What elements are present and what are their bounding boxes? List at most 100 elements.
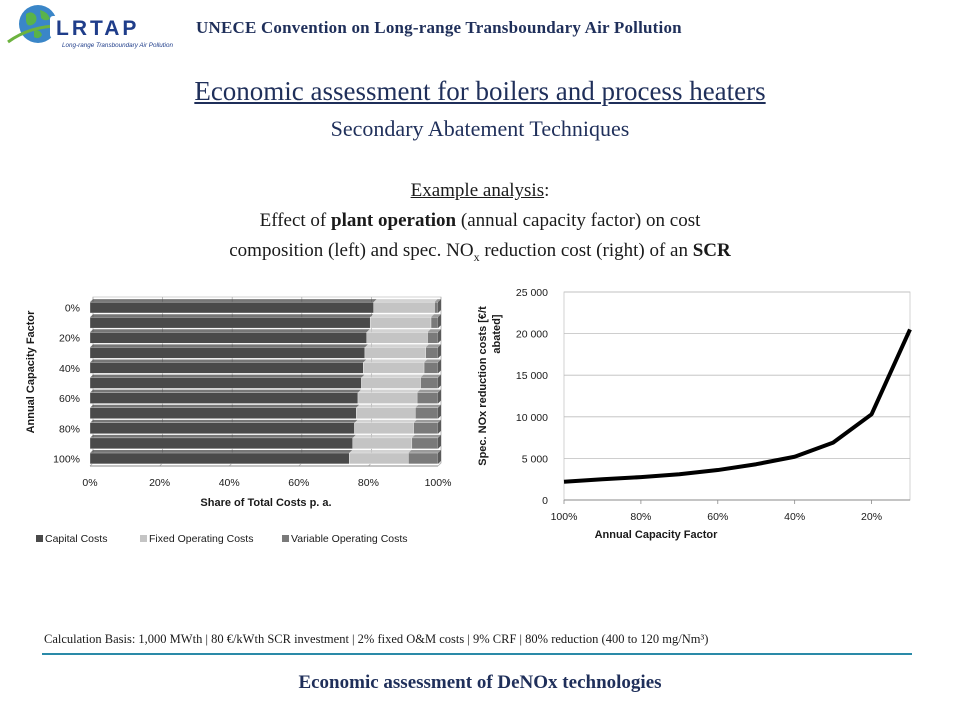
left-bar-segment [423, 362, 439, 374]
org-title: UNECE Convention on Long-range Transboun… [196, 18, 682, 37]
intro-colon: : [544, 180, 550, 201]
left-bar-top [370, 314, 435, 318]
left-x-tick-label: 0% [82, 477, 97, 489]
left-bar-side [438, 389, 441, 404]
left-bar-segment [357, 392, 418, 404]
left-bar-top [90, 314, 374, 318]
left-bar-top [349, 450, 412, 454]
left-chart-legend: Capital Costs Fixed Operating Costs Variab… [36, 533, 408, 545]
left-bar-segment [89, 301, 374, 314]
left-bar-top [356, 404, 419, 408]
intro-line-1: Example analysis: [0, 180, 960, 202]
left-bar-top [411, 434, 441, 438]
left-bar-segment [89, 377, 362, 389]
calculation-basis-note: Calculation Basis: 1,000 MWth | 80 €/kWt… [44, 632, 709, 646]
legend-label: Capital Costs [45, 533, 107, 545]
right-chart-ylabel: Spec. NOx reduction costs [€/t abated] [477, 306, 503, 466]
left-bar-side [438, 359, 441, 374]
left-bar-segment [427, 332, 439, 344]
left-bar-top [417, 389, 441, 393]
right-ylabel-line-1: Spec. NOx reduction costs [€/t [477, 306, 489, 466]
right-x-tick-label: 40% [784, 511, 805, 523]
left-bar-segment [413, 422, 439, 434]
legend-label: Variable Operating Costs [291, 533, 408, 545]
left-bar-segment [366, 332, 428, 344]
right-chart-xlabel: Annual Capacity Factor [595, 529, 719, 541]
left-bar-segment [415, 407, 439, 419]
left-bar-top [431, 314, 441, 318]
intro-example-label: Example analysis [410, 180, 545, 201]
legend-swatch [140, 535, 147, 542]
left-bar-segment [89, 407, 357, 419]
right-chart-y-ticks: 0 5 000 10 000 15 000 20 000 25 000 [516, 287, 548, 507]
left-bar-segment [89, 332, 367, 344]
right-chart-series [563, 328, 912, 484]
left-legend-item: Fixed Operating Costs [140, 533, 253, 545]
left-bar-segment [369, 317, 432, 329]
left-bar-top [90, 389, 361, 393]
intro-line-2: Effect of plant operation (annual capaci… [0, 210, 960, 232]
right-y-tick-label: 5 000 [522, 453, 548, 465]
right-x-tick-label: 60% [707, 511, 728, 523]
left-bar-segment [373, 301, 435, 314]
legend-swatch [36, 535, 43, 542]
left-bar-top [366, 329, 431, 333]
left-chart-ylabel: Annual Capacity Factor [25, 310, 37, 434]
left-chart-bars [89, 299, 441, 465]
intro-line-2-bold: plant operation [331, 210, 457, 231]
left-bar-segment [361, 377, 421, 389]
left-bar-segment [425, 347, 439, 359]
legend-swatch [282, 535, 289, 542]
left-bar-top [420, 374, 441, 378]
left-bar-top [90, 374, 365, 378]
left-bar-segment [356, 407, 416, 419]
left-bar-top [364, 344, 429, 348]
left-bar-side [438, 404, 441, 419]
intro-line-2-prefix: Effect of [259, 210, 332, 231]
left-bar-segment [89, 392, 359, 404]
left-bar-top [427, 329, 441, 333]
left-bar-top [354, 419, 417, 423]
footer-divider [42, 653, 912, 655]
reduction-cost-chart: 0 5 000 10 000 15 000 20 000 25 000 100% 80% 60… [477, 287, 912, 541]
left-bar-segment [89, 437, 353, 449]
logo-text: LRTAP [56, 17, 139, 40]
left-bar-top [373, 299, 438, 303]
left-x-tick-label: 80% [358, 477, 379, 489]
left-legend-item: Capital Costs [36, 533, 107, 545]
intro-line-3-prefix: composition (left) and spec. NO [229, 240, 474, 261]
left-bar-top [425, 344, 441, 348]
intro-line-2-suffix: (annual capacity factor) on cost [456, 210, 701, 231]
left-bar-segment [420, 377, 439, 389]
left-bar-side [438, 419, 441, 434]
left-bar-top [352, 434, 415, 438]
left-bar-segment [416, 392, 439, 404]
left-x-tick-label: 100% [425, 477, 452, 489]
left-bar-side [438, 344, 441, 359]
left-bar-top [415, 404, 441, 408]
left-bar-side [438, 299, 441, 313]
left-bar-top [90, 344, 368, 348]
intro-line-3-sub: x [473, 249, 480, 264]
left-x-tick-label: 40% [219, 477, 240, 489]
left-chart-x-ticks: 0% 20% 40% 60% 80% 100% [82, 477, 451, 489]
left-bar-side [438, 374, 441, 389]
left-bar-side [438, 434, 441, 449]
intro-line-3-mid: reduction cost (right) of an [479, 240, 693, 261]
left-bar-side [438, 329, 441, 344]
logo-tagline: Long-range Transboundary Air Pollution [62, 42, 173, 49]
left-bar-segment [89, 347, 366, 359]
left-bar-top [90, 434, 356, 438]
page-subtitle: Secondary Abatement Techniques [330, 116, 630, 141]
left-bar-segment [352, 437, 413, 449]
legend-label: Fixed Operating Costs [149, 533, 253, 545]
left-bar-segment [364, 347, 426, 359]
left-bar-top [90, 359, 367, 363]
right-x-tick-label: 100% [551, 511, 578, 523]
right-ylabel-line-2: abated] [491, 314, 503, 353]
left-bar-top [90, 329, 370, 333]
lrtap-logo: LRTAP Long-range Transboundary Air Pollu… [7, 5, 174, 49]
left-x-tick-label: 60% [288, 477, 309, 489]
left-chart-xlabel: Share of Total Costs p. a. [200, 497, 331, 509]
left-bar-top [413, 419, 441, 423]
